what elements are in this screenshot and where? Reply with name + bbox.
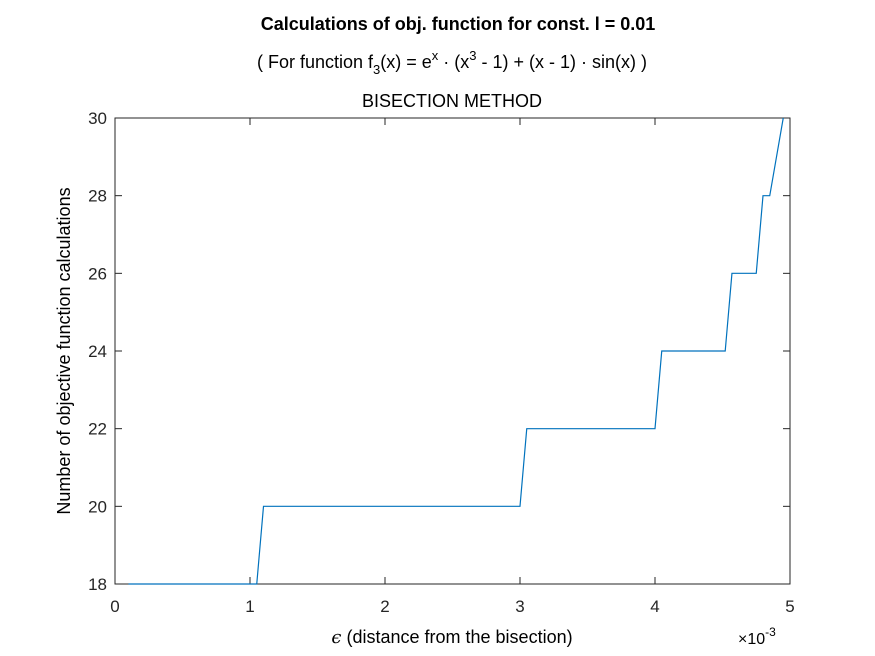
y-tick-label: 30 [88, 109, 107, 128]
chart-subtitle: ( For function f3(x) = ex · (x3 - 1) + (… [257, 48, 647, 77]
x-tick-label: 4 [650, 597, 659, 616]
y-tick-label: 18 [88, 575, 107, 594]
y-tick-label: 28 [88, 187, 107, 206]
x-exponent-label: ×10-3 [738, 625, 776, 648]
x-axis-label: ϵ (distance from the bisection) [331, 627, 572, 648]
y-axis-label: Number of objective function calculation… [54, 187, 74, 514]
y-tick-label: 22 [88, 420, 107, 439]
series-line [128, 117, 784, 585]
x-tick-label: 1 [245, 597, 254, 616]
x-tick-label: 0 [110, 597, 119, 616]
x-tick-label: 3 [515, 597, 524, 616]
x-tick-label: 5 [785, 597, 794, 616]
chart-title: Calculations of obj. function for const.… [261, 14, 656, 34]
x-tick-label: 2 [380, 597, 389, 616]
y-tick-label: 20 [88, 497, 107, 516]
x-axis: 0 1 2 3 4 5 [110, 118, 795, 616]
method-label: BISECTION METHOD [362, 91, 542, 111]
y-tick-label: 26 [88, 264, 107, 283]
y-axis: 18 20 22 24 26 28 30 [88, 109, 790, 594]
y-tick-label: 24 [88, 342, 107, 361]
